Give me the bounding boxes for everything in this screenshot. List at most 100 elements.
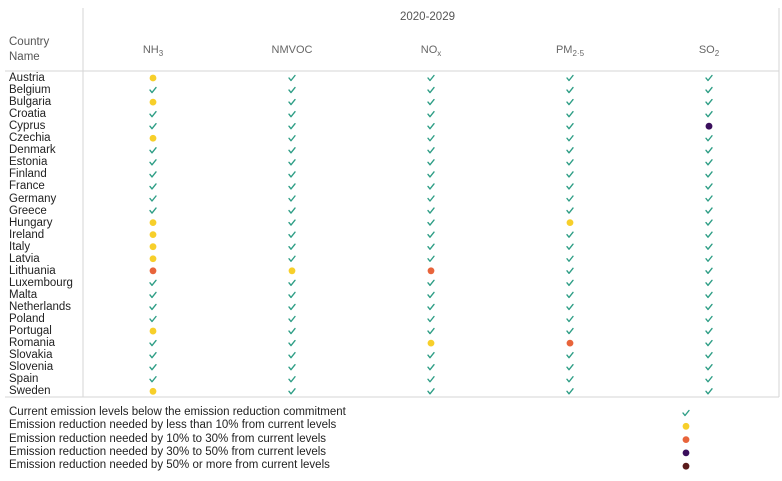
column-header-base: NH xyxy=(142,44,159,56)
country-label: Spain xyxy=(9,373,39,386)
cell-mark-nmvoc-latvia xyxy=(288,255,296,262)
row-header-line-2: Name xyxy=(9,51,40,63)
cell-mark-nh3-lithuania xyxy=(149,267,157,275)
cell-mark-so2-malta xyxy=(705,291,713,299)
country-label: Finland xyxy=(9,168,47,181)
legend-marker-lt10 xyxy=(682,422,690,430)
cell-mark-so2-slovakia xyxy=(705,351,713,359)
cell-mark-nmvoc-romania xyxy=(288,339,296,347)
legend-label-ge50: Emission reduction needed by 50% or more… xyxy=(9,459,330,472)
cell-mark-pm25-italy xyxy=(566,243,574,250)
cell-mark-nmvoc-france xyxy=(288,183,296,190)
cell-mark-nox-italy xyxy=(427,243,435,250)
column-header-subscript: 2·5 xyxy=(572,49,585,59)
cell-mark-nh3-portugal xyxy=(149,327,157,335)
cell-mark-nh3-cyprus xyxy=(149,123,157,130)
column-header-nh3: NH3 xyxy=(103,44,203,58)
cell-mark-pm25-malta xyxy=(566,291,574,299)
cell-mark-pm25-luxembourg xyxy=(566,279,574,287)
cell-mark-nox-slovenia xyxy=(427,364,435,371)
cell-mark-so2-denmark xyxy=(705,147,713,154)
country-label: Slovakia xyxy=(9,349,53,362)
cell-mark-pm25-latvia xyxy=(566,255,574,262)
cell-mark-nox-lithuania xyxy=(427,267,435,275)
cell-mark-nmvoc-luxembourg xyxy=(288,279,296,287)
cell-mark-pm25-croatia xyxy=(566,110,574,118)
cell-mark-nmvoc-croatia xyxy=(288,110,296,118)
cell-mark-nh3-slovenia xyxy=(149,364,157,371)
cell-mark-so2-austria xyxy=(705,74,713,82)
cell-mark-nh3-croatia xyxy=(149,110,157,118)
cell-mark-nmvoc-lithuania xyxy=(288,267,296,275)
cell-mark-nmvoc-portugal xyxy=(288,327,296,335)
column-header-nmvoc: NMVOC xyxy=(242,44,342,56)
cell-mark-pm25-cyprus xyxy=(566,123,574,130)
country-label: Germany xyxy=(9,192,57,205)
cell-mark-nox-spain xyxy=(427,376,435,383)
cell-mark-nmvoc-estonia xyxy=(288,159,296,166)
cell-mark-nh3-germany xyxy=(149,195,157,202)
cell-mark-so2-romania xyxy=(705,339,713,347)
cell-mark-pm25-denmark xyxy=(566,147,574,154)
country-label: Lithuania xyxy=(9,264,56,277)
cell-mark-so2-bulgaria xyxy=(705,98,713,106)
cell-mark-nh3-greece xyxy=(149,207,157,214)
period-header: 2020-2029 xyxy=(400,11,455,23)
country-label: Belgium xyxy=(9,84,51,97)
cell-mark-nh3-spain xyxy=(149,376,157,383)
cell-mark-nmvoc-germany xyxy=(288,195,296,202)
country-label: Latvia xyxy=(9,252,40,265)
cell-mark-nox-portugal xyxy=(427,327,435,335)
cell-mark-so2-cyprus xyxy=(705,122,713,130)
cell-mark-pm25-netherlands xyxy=(566,303,574,311)
cell-mark-nmvoc-slovakia xyxy=(288,351,296,359)
cell-mark-nmvoc-slovenia xyxy=(288,364,296,371)
cell-mark-pm25-ireland xyxy=(566,231,574,238)
legend-label-p30_50: Emission reduction needed by 30% to 50% … xyxy=(9,445,327,458)
cell-mark-nmvoc-czechia xyxy=(288,135,296,142)
cell-mark-pm25-bulgaria xyxy=(566,98,574,106)
cell-mark-nox-romania xyxy=(427,339,435,347)
cell-mark-nmvoc-belgium xyxy=(288,86,296,94)
cell-mark-nh3-italy xyxy=(149,243,157,251)
cell-mark-nmvoc-finland xyxy=(288,171,296,178)
cell-mark-pm25-poland xyxy=(566,315,574,323)
cell-mark-nh3-france xyxy=(149,183,157,190)
cell-mark-so2-hungary xyxy=(705,219,713,226)
cell-mark-so2-greece xyxy=(705,207,713,214)
cell-mark-nh3-austria xyxy=(149,74,157,82)
cell-mark-so2-portugal xyxy=(705,327,713,335)
cell-mark-nh3-ireland xyxy=(149,231,157,239)
cell-mark-nox-estonia xyxy=(427,159,435,166)
cell-mark-so2-poland xyxy=(705,315,713,323)
cell-mark-nox-latvia xyxy=(427,255,435,262)
country-label: Slovenia xyxy=(9,361,54,374)
cell-mark-nmvoc-hungary xyxy=(288,219,296,226)
cell-mark-nh3-luxembourg xyxy=(149,279,157,287)
cell-mark-so2-luxembourg xyxy=(705,279,713,287)
cell-mark-pm25-germany xyxy=(566,195,574,202)
cell-mark-pm25-sweden xyxy=(566,388,574,395)
cell-mark-pm25-czechia xyxy=(566,135,574,142)
cell-mark-nh3-netherlands xyxy=(149,303,157,311)
cell-mark-nox-poland xyxy=(427,315,435,323)
cell-mark-so2-estonia xyxy=(705,159,713,166)
country-label: Denmark xyxy=(9,144,56,157)
cell-mark-nox-france xyxy=(427,183,435,190)
cell-mark-nmvoc-denmark xyxy=(288,147,296,154)
cell-mark-nh3-finland xyxy=(149,171,157,178)
cell-mark-pm25-france xyxy=(566,183,574,190)
cell-mark-nox-denmark xyxy=(427,147,435,154)
cell-mark-so2-ireland xyxy=(705,231,713,238)
cell-mark-nox-czechia xyxy=(427,135,435,142)
cell-mark-nox-ireland xyxy=(427,231,435,238)
column-header-subscript: 2 xyxy=(714,49,720,59)
legend-marker-ge50 xyxy=(682,462,690,470)
column-header-subscript: 3 xyxy=(158,49,164,59)
cell-mark-nh3-sweden xyxy=(149,387,157,395)
country-label: Romania xyxy=(9,337,56,350)
cell-mark-pm25-austria xyxy=(566,74,574,82)
country-label: Estonia xyxy=(9,156,48,169)
cell-mark-nox-hungary xyxy=(427,219,435,226)
cell-mark-nox-cyprus xyxy=(427,123,435,130)
